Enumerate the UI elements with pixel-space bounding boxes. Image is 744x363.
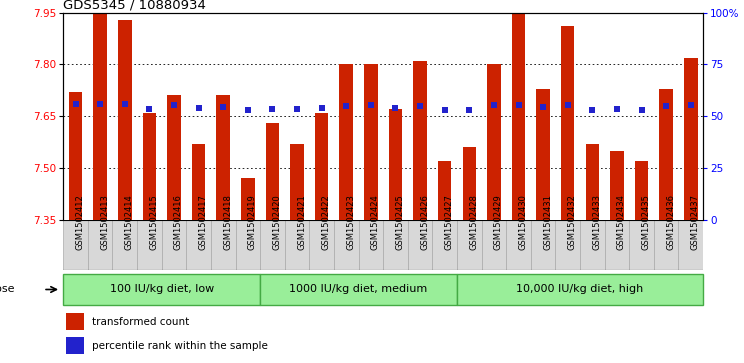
FancyBboxPatch shape xyxy=(679,220,703,270)
FancyBboxPatch shape xyxy=(334,220,359,270)
Bar xyxy=(635,161,648,220)
Bar xyxy=(388,109,403,220)
Bar xyxy=(143,113,156,220)
FancyBboxPatch shape xyxy=(432,220,457,270)
Bar xyxy=(438,161,452,220)
Text: GSM1502434: GSM1502434 xyxy=(617,194,626,250)
Bar xyxy=(94,13,107,220)
Text: GSM1502412: GSM1502412 xyxy=(76,194,85,250)
FancyBboxPatch shape xyxy=(260,220,285,270)
Bar xyxy=(364,64,378,220)
Text: GSM1502428: GSM1502428 xyxy=(469,194,478,250)
Text: GSM1502414: GSM1502414 xyxy=(125,194,134,250)
Text: GSM1502431: GSM1502431 xyxy=(543,194,552,250)
Bar xyxy=(266,123,279,220)
Text: GSM1502419: GSM1502419 xyxy=(248,194,257,250)
Text: GSM1502421: GSM1502421 xyxy=(297,194,306,250)
Text: GSM1502433: GSM1502433 xyxy=(592,194,601,250)
Text: GSM1502424: GSM1502424 xyxy=(371,194,380,250)
FancyBboxPatch shape xyxy=(383,220,408,270)
FancyBboxPatch shape xyxy=(211,220,236,270)
Text: GSM1502418: GSM1502418 xyxy=(223,194,232,250)
Bar xyxy=(315,113,328,220)
Text: GSM1502416: GSM1502416 xyxy=(174,194,183,250)
FancyBboxPatch shape xyxy=(137,220,161,270)
FancyBboxPatch shape xyxy=(580,220,605,270)
Text: GSM1502417: GSM1502417 xyxy=(199,194,208,250)
Bar xyxy=(66,313,84,330)
FancyBboxPatch shape xyxy=(236,220,260,270)
FancyBboxPatch shape xyxy=(556,220,580,270)
Bar xyxy=(512,13,525,220)
FancyBboxPatch shape xyxy=(359,220,383,270)
Bar xyxy=(463,147,476,220)
Bar xyxy=(290,144,304,220)
Text: GSM1502415: GSM1502415 xyxy=(150,194,158,250)
Text: 1000 IU/kg diet, medium: 1000 IU/kg diet, medium xyxy=(289,285,428,294)
Bar xyxy=(339,64,353,220)
Text: GDS5345 / 10880934: GDS5345 / 10880934 xyxy=(63,0,206,12)
FancyBboxPatch shape xyxy=(654,220,679,270)
Text: GSM1502429: GSM1502429 xyxy=(494,194,503,250)
Bar xyxy=(536,89,550,220)
FancyBboxPatch shape xyxy=(605,220,629,270)
Bar xyxy=(586,144,599,220)
Bar xyxy=(167,95,181,220)
FancyBboxPatch shape xyxy=(260,274,457,305)
Text: dose: dose xyxy=(0,285,15,294)
Text: GSM1502430: GSM1502430 xyxy=(519,194,527,250)
FancyBboxPatch shape xyxy=(457,220,481,270)
Bar xyxy=(659,89,673,220)
FancyBboxPatch shape xyxy=(506,220,530,270)
Bar xyxy=(241,178,254,220)
FancyBboxPatch shape xyxy=(629,220,654,270)
FancyBboxPatch shape xyxy=(186,220,211,270)
Bar xyxy=(414,61,427,220)
Text: GSM1502423: GSM1502423 xyxy=(346,194,355,250)
Text: 100 IU/kg diet, low: 100 IU/kg diet, low xyxy=(109,285,214,294)
Text: 10,000 IU/kg diet, high: 10,000 IU/kg diet, high xyxy=(516,285,644,294)
Text: GSM1502422: GSM1502422 xyxy=(321,194,330,250)
Text: percentile rank within the sample: percentile rank within the sample xyxy=(92,341,268,351)
FancyBboxPatch shape xyxy=(112,220,137,270)
Bar xyxy=(66,337,84,354)
FancyBboxPatch shape xyxy=(481,220,506,270)
Text: GSM1502413: GSM1502413 xyxy=(100,194,109,250)
Text: GSM1502432: GSM1502432 xyxy=(568,194,577,250)
FancyBboxPatch shape xyxy=(161,220,186,270)
Bar xyxy=(684,57,698,220)
Text: transformed count: transformed count xyxy=(92,317,189,327)
FancyBboxPatch shape xyxy=(457,274,703,305)
Bar xyxy=(487,64,501,220)
FancyBboxPatch shape xyxy=(88,220,112,270)
FancyBboxPatch shape xyxy=(285,220,310,270)
FancyBboxPatch shape xyxy=(530,220,556,270)
Text: GSM1502426: GSM1502426 xyxy=(420,194,429,250)
Bar xyxy=(610,151,623,220)
Text: GSM1502427: GSM1502427 xyxy=(445,194,454,250)
Bar xyxy=(118,20,132,220)
Text: GSM1502425: GSM1502425 xyxy=(396,194,405,250)
FancyBboxPatch shape xyxy=(63,274,260,305)
Text: GSM1502420: GSM1502420 xyxy=(272,194,281,250)
Bar xyxy=(68,92,83,220)
FancyBboxPatch shape xyxy=(310,220,334,270)
Bar xyxy=(217,95,230,220)
Text: GSM1502435: GSM1502435 xyxy=(641,194,650,250)
Bar xyxy=(192,144,205,220)
Text: GSM1502437: GSM1502437 xyxy=(690,194,700,250)
Bar xyxy=(561,26,574,220)
Text: GSM1502436: GSM1502436 xyxy=(666,194,675,250)
FancyBboxPatch shape xyxy=(63,220,88,270)
FancyBboxPatch shape xyxy=(408,220,432,270)
